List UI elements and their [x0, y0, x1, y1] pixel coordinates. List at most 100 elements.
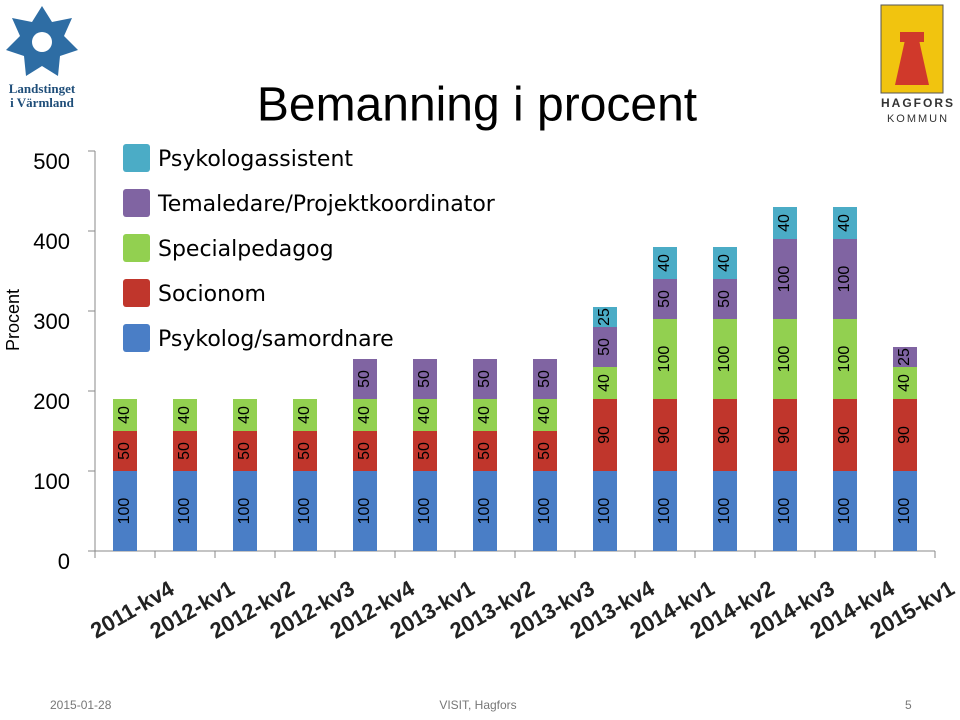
data-label: 100: [656, 346, 673, 373]
data-label: 50: [476, 442, 493, 460]
logo-center: [32, 32, 52, 52]
bar-segment: [113, 399, 137, 431]
data-label: 100: [656, 498, 673, 525]
bar-segment: [113, 431, 137, 471]
y-tick-label: 100: [33, 469, 70, 494]
bar-segment: [473, 399, 497, 431]
logo-text: HAGFORS: [881, 96, 955, 110]
data-label: 100: [296, 498, 313, 525]
data-label: 90: [716, 426, 733, 444]
data-label: 40: [896, 374, 913, 392]
bar-segment: [413, 359, 437, 399]
logo-chimney: [895, 40, 929, 85]
y-axis-label: Procent: [3, 289, 23, 351]
bar-segment: [773, 319, 797, 399]
bar-segment: [233, 471, 257, 551]
bar-segment: [773, 239, 797, 319]
bar-segment: [113, 471, 137, 551]
data-label: 40: [836, 214, 853, 232]
data-label: 40: [776, 214, 793, 232]
bar-segment: [233, 431, 257, 471]
data-label: 25: [896, 348, 913, 366]
data-label: 40: [716, 254, 733, 272]
bar-segment: [653, 399, 677, 471]
bar-segment: [833, 239, 857, 319]
data-label: 90: [596, 426, 613, 444]
bar-segment: [533, 431, 557, 471]
left-logo: Landstinget i Värmland: [6, 6, 78, 110]
bar-segment: [773, 207, 797, 239]
bar-segment: [893, 347, 917, 367]
bar-segment: [653, 247, 677, 279]
bar-segment: [833, 471, 857, 551]
data-label: 50: [296, 442, 313, 460]
data-label: 100: [116, 498, 133, 525]
bar-segment: [713, 399, 737, 471]
legend-label: Specialpedagog: [158, 237, 334, 262]
logo-chimney-top: [900, 32, 924, 42]
bar-segment: [593, 307, 617, 327]
data-label: 40: [116, 406, 133, 424]
data-label: 50: [716, 290, 733, 308]
bar-segment: [593, 471, 617, 551]
legend-swatch: [123, 279, 150, 307]
bar-segment: [713, 247, 737, 279]
data-label: 50: [416, 370, 433, 388]
data-label: 90: [896, 426, 913, 444]
data-label: 40: [596, 374, 613, 392]
data-label: 40: [416, 406, 433, 424]
bar-segment: [713, 319, 737, 399]
data-label: 100: [776, 346, 793, 373]
data-label: 100: [836, 498, 853, 525]
data-label: 50: [656, 290, 673, 308]
data-label: 40: [356, 406, 373, 424]
logo-text: i Värmland: [10, 95, 74, 110]
data-label: 40: [296, 406, 313, 424]
data-label: 100: [836, 266, 853, 293]
bar-segment: [173, 431, 197, 471]
bar-segment: [353, 399, 377, 431]
legend-swatch: [123, 189, 150, 217]
bar-segment: [773, 471, 797, 551]
bar-segment: [353, 359, 377, 399]
bar-segment: [893, 471, 917, 551]
data-label: 90: [776, 426, 793, 444]
data-label: 90: [656, 426, 673, 444]
bar-segment: [833, 399, 857, 471]
data-label: 100: [356, 498, 373, 525]
y-tick-label: 500: [33, 149, 70, 174]
data-label: 100: [236, 498, 253, 525]
bar-segment: [713, 279, 737, 319]
bar-segment: [293, 431, 317, 471]
data-label: 100: [776, 266, 793, 293]
data-label: 50: [596, 338, 613, 356]
right-logo: HAGFORS KOMMUN: [880, 4, 955, 125]
y-tick-label: 200: [33, 389, 70, 414]
data-label: 90: [836, 426, 853, 444]
logo-text: Landstinget: [9, 81, 76, 96]
data-label: 40: [536, 406, 553, 424]
bar-segment: [233, 399, 257, 431]
legend-label: Temaledare/Projektkoordinator: [157, 192, 496, 217]
data-label: 25: [596, 308, 613, 326]
logo-text: KOMMUN: [887, 113, 949, 125]
data-label: 40: [236, 406, 253, 424]
legend-label: Psykologassistent: [158, 147, 353, 172]
bar-segment: [833, 319, 857, 399]
bar-segment: [653, 319, 677, 399]
footer-date: 2015-01-28: [50, 698, 112, 712]
bar-segment: [413, 431, 437, 471]
data-label: 100: [716, 346, 733, 373]
data-label: 100: [836, 346, 853, 373]
data-label: 100: [776, 498, 793, 525]
bar-segment: [653, 471, 677, 551]
data-label: 50: [176, 442, 193, 460]
data-label: 100: [536, 498, 553, 525]
bar-segment: [533, 471, 557, 551]
bar-segment: [173, 471, 197, 551]
data-label: 50: [536, 370, 553, 388]
bar-segment: [473, 431, 497, 471]
bar-segment: [833, 207, 857, 239]
data-label: 50: [416, 442, 433, 460]
